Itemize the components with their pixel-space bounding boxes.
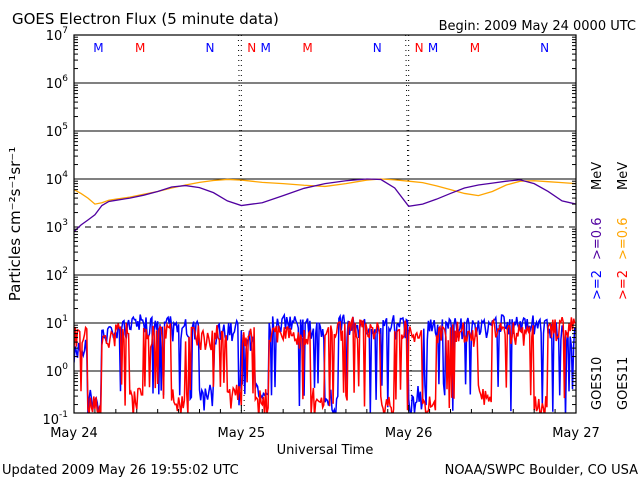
legend-sat-goes11: GOES11: [616, 357, 631, 410]
legend-unit-2: MeV: [616, 162, 631, 190]
legend-goes10: GOES10 >=2 >=0.6 MeV: [590, 162, 605, 410]
y-tick-label: 106: [46, 74, 69, 92]
y-tick-label: 107: [46, 26, 68, 44]
local-time-marker: M: [261, 41, 271, 55]
legend-goes10-2mev: >=2: [590, 270, 605, 300]
legend-goes11-2mev: >=2: [616, 270, 631, 300]
credit: NOAA/SWPC Boulder, CO USA: [445, 463, 638, 478]
y-tick-label: 100: [46, 362, 69, 380]
legend-sat-goes10: GOES10: [590, 357, 605, 410]
local-time-marker: M: [93, 41, 103, 55]
legend-goes11-06mev: >=0.6: [616, 218, 631, 260]
x-tick-label: May 25: [218, 426, 266, 441]
legend-goes10-06mev: >=0.6: [590, 218, 605, 260]
y-tick-label: 101: [46, 314, 68, 332]
y-tick-label: 105: [46, 122, 68, 140]
chart-title: GOES Electron Flux (5 minute data): [12, 10, 279, 28]
y-tick-label: 102: [46, 266, 68, 284]
updated-time: Updated 2009 May 26 19:55:02 UTC: [2, 463, 239, 478]
x-tick-label: May 24: [50, 426, 98, 441]
local-time-marker: M: [470, 41, 480, 55]
local-time-marker: M: [302, 41, 312, 55]
y-tick-label: 103: [46, 218, 68, 236]
series-goes11-0-6-mev: [74, 178, 576, 205]
x-tick-label: May 26: [385, 426, 433, 441]
day-divider: [405, 34, 413, 414]
local-time-marker: N: [540, 41, 549, 55]
local-time-marker: N: [205, 41, 214, 55]
y-tick-label: 10-1: [42, 410, 68, 428]
local-time-marker: M: [135, 41, 145, 55]
y-tick-label: 104: [46, 170, 69, 188]
series-goes11-2-mev: [74, 316, 576, 413]
legend-goes11: GOES11 >=2 >=0.6 MeV: [616, 162, 631, 410]
series-goes10-0-6-mev: [74, 178, 576, 233]
local-time-marker: N: [247, 41, 256, 55]
local-time-marker: N: [415, 41, 424, 55]
local-time-marker: M: [428, 41, 438, 55]
x-tick-label: May 27: [552, 426, 600, 441]
legend-unit-1: MeV: [590, 162, 605, 190]
local-time-marker: N: [373, 41, 382, 55]
y-axis-label: Particles cm⁻²s⁻¹sr⁻¹: [6, 147, 24, 301]
begin-time: Begin: 2009 May 24 0000 UTC: [439, 19, 636, 34]
x-axis-label: Universal Time: [277, 443, 374, 458]
